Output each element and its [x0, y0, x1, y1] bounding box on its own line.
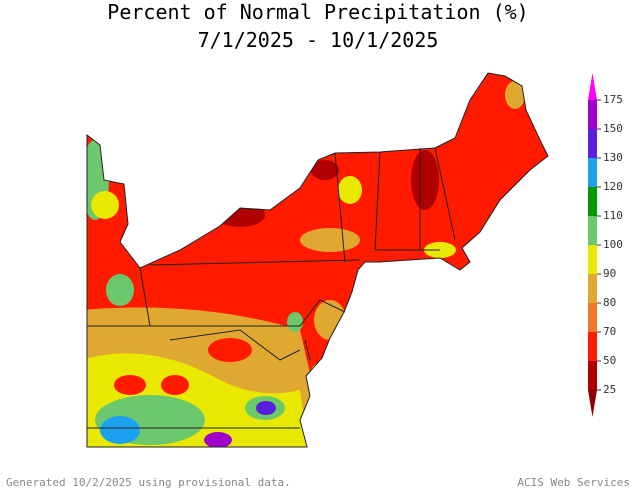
legend-tick-label: 150 [603, 122, 623, 135]
legend-tick-label: 120 [603, 180, 623, 193]
legend-swatch [588, 303, 597, 332]
map-region [100, 416, 140, 444]
map-region [256, 401, 276, 415]
footer-note: Generated 10/2/2025 using provisional da… [6, 476, 291, 489]
legend-tick-label: 90 [603, 267, 616, 280]
legend-swatch [588, 332, 597, 361]
map-region [311, 160, 339, 180]
legend-swatch [588, 129, 597, 158]
state-borders [87, 147, 456, 429]
footer-credit: ACIS Web Services [517, 476, 630, 489]
legend-tick-label: 25 [603, 383, 616, 396]
map-region [204, 432, 232, 447]
map-region [314, 300, 346, 340]
legend-swatch [588, 187, 597, 216]
legend-tick-label: 70 [603, 325, 616, 338]
map-region [287, 312, 303, 332]
map-region [106, 274, 134, 306]
legend-tick-label: 50 [603, 354, 616, 367]
map-subtitle: 7/1/2025 - 10/1/2025 [198, 28, 439, 52]
legend-tick-label: 110 [603, 209, 623, 222]
map-region [208, 338, 252, 362]
map-region [338, 176, 362, 204]
map-title: Percent of Normal Precipitation (%) [107, 0, 528, 24]
map-fill [87, 73, 548, 447]
map-region [505, 81, 525, 109]
legend-swatch [588, 100, 597, 129]
map-region [114, 375, 146, 395]
precip-map [86, 72, 549, 448]
map-region [300, 228, 360, 252]
legend-tick-label: 175 [603, 93, 623, 106]
legend-swatch [588, 216, 597, 245]
legend-tick-label: 130 [603, 151, 623, 164]
legend-swatch [588, 274, 597, 303]
map-region [310, 363, 330, 387]
legend: 25 50 70 80 90 100 110 120 130 150 175 [588, 73, 623, 417]
legend-swatch [588, 158, 597, 187]
legend-tick-label: 80 [603, 296, 616, 309]
legend-tick-label: 100 [603, 238, 623, 251]
map-region [91, 191, 119, 219]
legend-swatch [588, 361, 597, 390]
legend-below [588, 390, 597, 417]
map-region [161, 375, 189, 395]
legend-above [588, 73, 597, 100]
legend-swatch [588, 245, 597, 274]
map-region [411, 150, 439, 210]
